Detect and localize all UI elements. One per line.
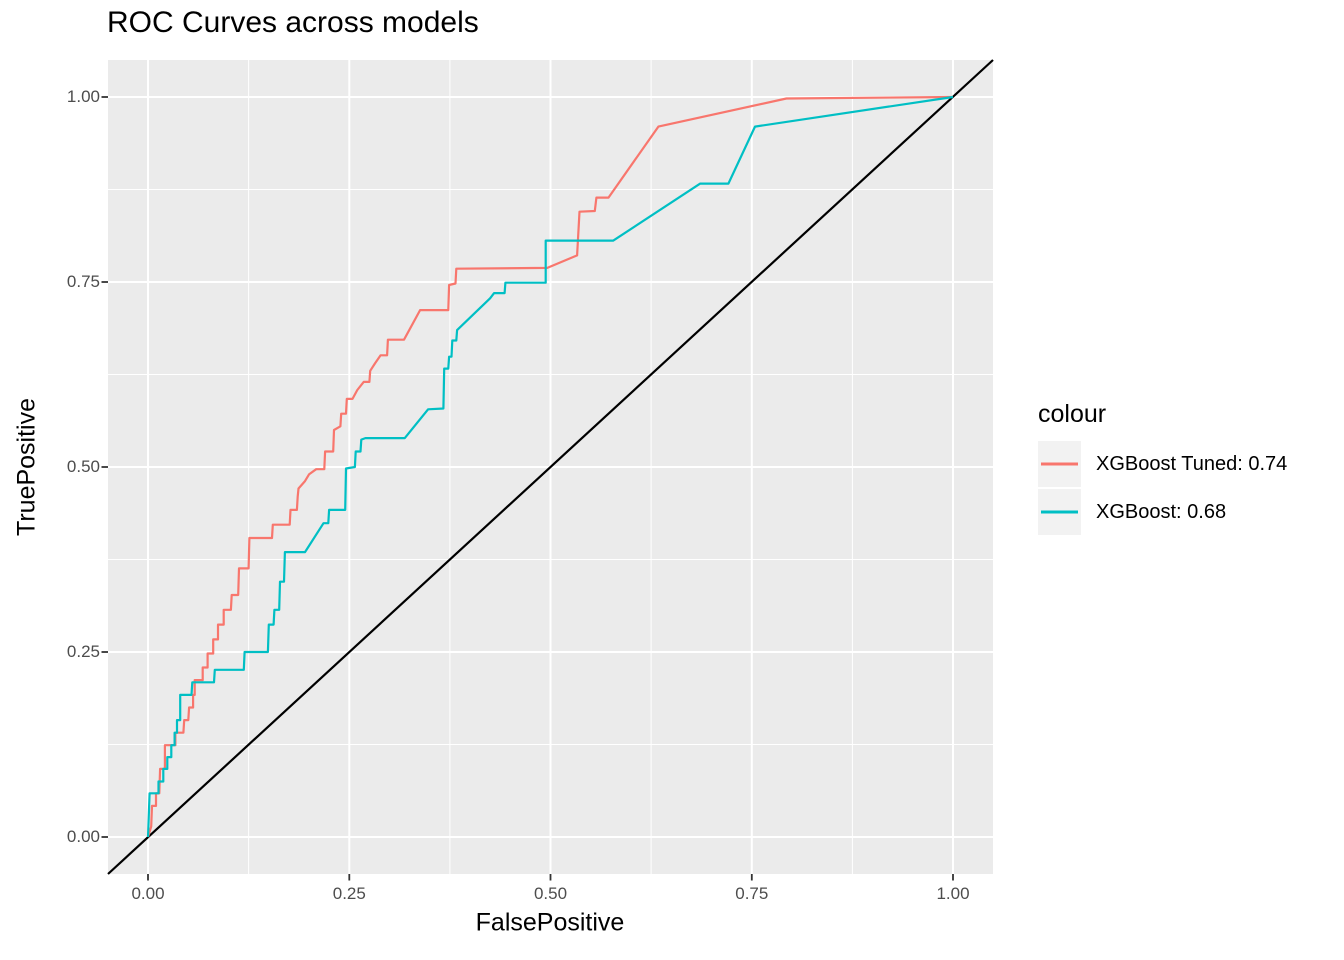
roc-curves	[146, 95, 954, 838]
x-tick-label: 0.50	[533, 884, 568, 903]
x-tick-label: 0.75	[735, 884, 769, 903]
legend-key	[1038, 489, 1081, 535]
roc-curve-xgboost	[146, 95, 954, 838]
diagonal-reference-line	[107, 59, 994, 875]
x-tick-label: 0.25	[332, 884, 366, 903]
x-tick-label: 1.00	[936, 884, 970, 903]
x-axis-title: FalsePositive	[475, 908, 625, 937]
legend-title: colour	[1038, 400, 1107, 428]
legend-key-line-sample	[1041, 462, 1078, 466]
roc-curve-xgboost-tuned	[146, 95, 954, 838]
x-tick-label: 0.00	[131, 884, 165, 903]
y-tick-label: 0.25	[66, 642, 100, 661]
legend-label: XGBoost: 0.68	[1096, 500, 1227, 523]
legend-label: XGBoost Tuned: 0.74	[1096, 452, 1288, 475]
y-tick-label: 1.00	[66, 87, 100, 106]
plot-title: ROC Curves across models	[107, 6, 479, 39]
legend-key	[1038, 441, 1081, 487]
y-tick-label: 0.75	[66, 272, 100, 291]
y-tick-label: 0.00	[66, 827, 100, 846]
legend-key-line-sample	[1041, 510, 1078, 514]
y-axis-title: TruePositive	[12, 397, 41, 537]
legend: colour XGBoost Tuned: 0.74 XGBoost: 0.68	[1038, 400, 1287, 537]
axis-tick-marks	[101, 96, 954, 881]
legend-entry: XGBoost: 0.68	[1038, 489, 1287, 535]
legend-entry: XGBoost Tuned: 0.74	[1038, 441, 1287, 487]
y-tick-label: 0.50	[66, 457, 100, 476]
legend-entries: XGBoost Tuned: 0.74 XGBoost: 0.68	[1038, 441, 1287, 535]
